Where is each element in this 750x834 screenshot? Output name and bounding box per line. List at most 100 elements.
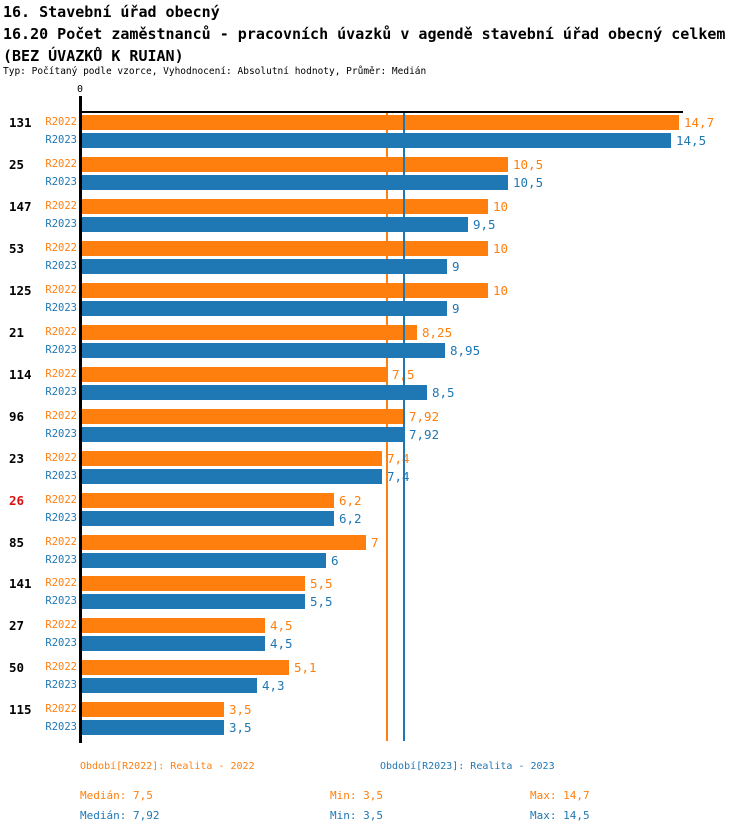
value-label-r2023: 9: [452, 259, 460, 274]
stat-median-r2023: Medián: 7,92: [80, 809, 160, 822]
category-label: 131: [9, 115, 32, 130]
value-label-r2023: 6,2: [339, 511, 362, 526]
series-label-r2023: R2023: [45, 470, 77, 482]
bar-r2022: [82, 283, 488, 298]
value-label-r2023: 7,4: [387, 469, 410, 484]
stat-min-r2022: Min: 3,5: [330, 789, 383, 802]
value-label-r2022: 10,5: [513, 157, 544, 172]
stat-max-r2023: Max: 14,5: [530, 809, 590, 822]
value-label-r2023: 10,5: [513, 175, 544, 190]
value-label-r2022: 7,92: [409, 409, 440, 424]
bar-r2023: [82, 175, 508, 190]
value-label-r2023: 4,3: [262, 678, 285, 693]
category-label: 50: [9, 660, 25, 675]
bar-r2022: [82, 618, 265, 633]
value-label-r2022: 7,4: [387, 451, 410, 466]
value-label-r2022: 8,25: [422, 325, 453, 340]
bar-r2022: [82, 660, 289, 675]
value-label-r2022: 14,7: [684, 115, 715, 130]
series-label-r2023: R2023: [45, 637, 77, 649]
series-label-r2022: R2022: [45, 242, 77, 254]
bar-r2022: [82, 576, 305, 591]
chart-area: 0 131 R2022 14,7 R2023 14,5 25 R2022 10,5 R2023 1…: [9, 84, 715, 743]
page-title-line1: 16. Stavební úřad obecný: [3, 3, 220, 21]
series-label-r2022: R2022: [45, 326, 77, 338]
bar-r2023: [82, 553, 326, 568]
series-label-r2022: R2022: [45, 284, 77, 296]
bar-r2022: [82, 702, 224, 717]
series-label-r2023: R2023: [45, 679, 77, 691]
value-label-r2023: 9,5: [473, 217, 496, 232]
series-label-r2022: R2022: [45, 703, 77, 715]
bar-r2022: [82, 451, 382, 466]
series-label-r2022: R2022: [45, 410, 77, 422]
bar-r2023: [82, 385, 427, 400]
value-label-r2022: 5,5: [310, 576, 333, 591]
stat-median-r2022: Medián: 7,5: [80, 789, 153, 802]
stat-max-r2022: Max: 14,7: [530, 789, 590, 802]
category-label: 53: [9, 241, 25, 256]
bar-r2022: [82, 241, 488, 256]
series-label-r2023: R2023: [45, 386, 77, 398]
category-label: 125: [9, 283, 32, 298]
bar-r2022: [82, 409, 404, 424]
value-label-r2022: 10: [493, 283, 509, 298]
category-label: 114: [9, 367, 32, 382]
category-label: 115: [9, 702, 32, 717]
series-label-r2023: R2023: [45, 595, 77, 607]
bar-r2023: [82, 469, 382, 484]
series-label-r2023: R2023: [45, 721, 77, 733]
category-label: 85: [9, 535, 25, 550]
series-label-r2023: R2023: [45, 176, 77, 188]
value-label-r2022: 4,5: [270, 618, 293, 633]
value-label-r2023: 8,95: [450, 343, 481, 358]
series-label-r2022: R2022: [45, 536, 77, 548]
category-label: 25: [9, 157, 25, 172]
value-label-r2023: 4,5: [270, 636, 293, 651]
category-label: 23: [9, 451, 25, 466]
bar-r2023: [82, 301, 447, 316]
legend-r2023: Období[R2023]: Realita - 2023: [380, 761, 555, 772]
category-label: 21: [9, 325, 25, 340]
category-label: 96: [9, 409, 25, 424]
value-label-r2023: 6: [331, 553, 339, 568]
bar-r2023: [82, 217, 468, 232]
value-label-r2023: 5,5: [310, 594, 333, 609]
series-label-r2023: R2023: [45, 428, 77, 440]
bar-r2023: [82, 720, 224, 735]
bar-r2023: [82, 133, 671, 148]
page-title-line3: (BEZ ÚVAZKŮ K RUIAN): [3, 47, 184, 65]
category-label: 26: [9, 493, 25, 508]
series-label-r2023: R2023: [45, 344, 77, 356]
series-label-r2022: R2022: [45, 494, 77, 506]
bar-r2023: [82, 511, 334, 526]
series-label-r2023: R2023: [45, 512, 77, 524]
series-label-r2023: R2023: [45, 260, 77, 272]
value-label-r2022: 3,5: [229, 702, 252, 717]
category-label: 147: [9, 199, 32, 214]
value-label-r2023: 9: [452, 301, 460, 316]
series-label-r2022: R2022: [45, 200, 77, 212]
bar-r2022: [82, 157, 508, 172]
value-label-r2023: 14,5: [676, 133, 707, 148]
category-label: 27: [9, 618, 25, 633]
bar-r2022: [82, 493, 334, 508]
bar-r2022: [82, 325, 417, 340]
bar-r2023: [82, 343, 445, 358]
bar-r2022: [82, 115, 679, 130]
series-label-r2022: R2022: [45, 577, 77, 589]
bar-r2023: [82, 636, 265, 651]
value-label-r2022: 5,1: [294, 660, 317, 675]
median-line-r2023: [403, 113, 405, 741]
y-axis-line: [79, 96, 82, 743]
bar-r2022: [82, 535, 366, 550]
zero-tick-label: 0: [76, 84, 84, 95]
bar-r2023: [82, 678, 257, 693]
series-label-r2022: R2022: [45, 368, 77, 380]
series-label-r2023: R2023: [45, 554, 77, 566]
x-axis-top-line: [79, 111, 683, 113]
chart-subtitle: Typ: Počítaný podle vzorce, Vyhodnocení:…: [3, 66, 427, 77]
value-label-r2023: 8,5: [432, 385, 455, 400]
series-label-r2023: R2023: [45, 218, 77, 230]
